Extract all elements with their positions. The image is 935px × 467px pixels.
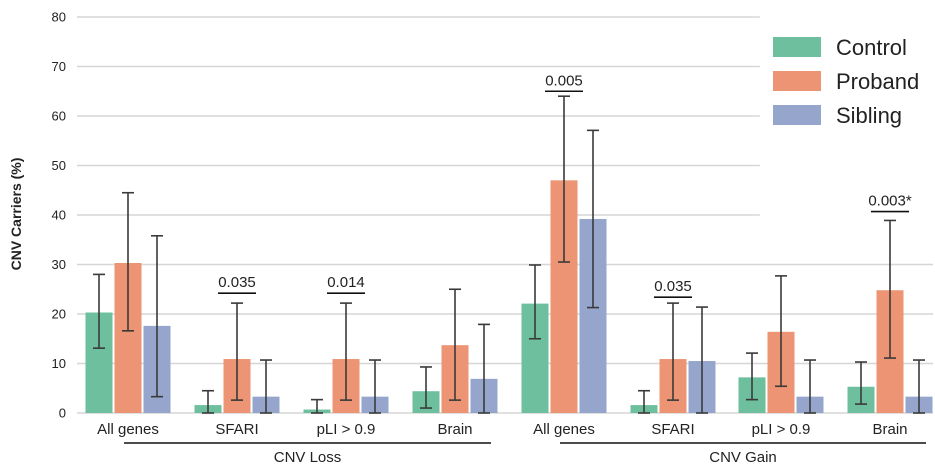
x-tick-label: SFARI bbox=[651, 421, 694, 438]
x-tick-label: pLI > 0.9 bbox=[317, 421, 376, 438]
y-tick-label: 50 bbox=[52, 158, 66, 173]
significance-annotations: 0.035 0.014 0.005 0.035 0.003* bbox=[218, 72, 912, 298]
y-tick-label: 80 bbox=[52, 10, 66, 25]
x-tick-label: All genes bbox=[533, 421, 595, 438]
legend-label-control: Control bbox=[836, 35, 907, 60]
legend-swatch-control bbox=[773, 37, 821, 57]
significance-label: 0.003* bbox=[868, 193, 912, 210]
x-tick-label: SFARI bbox=[215, 421, 258, 438]
significance-label: 0.035 bbox=[654, 278, 692, 295]
y-tick-label: 20 bbox=[52, 307, 66, 322]
y-tick-label: 60 bbox=[52, 109, 66, 124]
y-axis-label: CNV Carriers (%) bbox=[8, 158, 24, 271]
y-tick-label: 70 bbox=[52, 59, 66, 74]
y-tick-label: 30 bbox=[52, 257, 66, 272]
error-bars bbox=[93, 95, 925, 414]
legend-swatch-proband bbox=[773, 71, 821, 91]
y-tick-label: 40 bbox=[52, 208, 66, 223]
legend-label-proband: Proband bbox=[836, 69, 919, 94]
legend: Control Proband Sibling bbox=[773, 35, 919, 128]
y-tick-label: 10 bbox=[52, 356, 66, 371]
axes: 0 10 20 30 40 50 60 70 80 All genes SFARI pLI > 0.9… bbox=[52, 10, 926, 466]
group-label: CNV Loss bbox=[274, 449, 342, 466]
x-tick-label: All genes bbox=[97, 421, 159, 438]
group-label: CNV Gain bbox=[709, 449, 777, 466]
x-tick-label: Brain bbox=[437, 421, 472, 438]
significance-label: 0.005 bbox=[545, 72, 583, 89]
x-tick-label: Brain bbox=[872, 421, 907, 438]
significance-label: 0.014 bbox=[327, 274, 365, 291]
legend-swatch-sibling bbox=[773, 105, 821, 125]
y-tick-label: 0 bbox=[59, 406, 66, 421]
significance-label: 0.035 bbox=[218, 274, 256, 291]
x-tick-label: pLI > 0.9 bbox=[752, 421, 811, 438]
legend-label-sibling: Sibling bbox=[836, 103, 902, 128]
